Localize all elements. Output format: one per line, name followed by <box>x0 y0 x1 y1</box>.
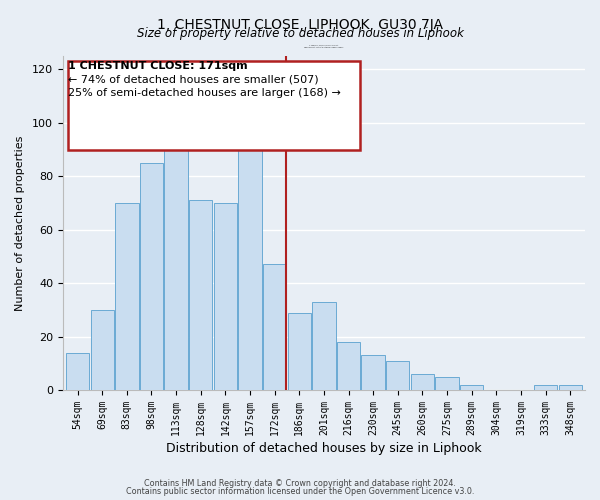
Bar <box>214 203 237 390</box>
Bar <box>189 200 212 390</box>
Bar <box>386 360 409 390</box>
Bar <box>559 384 582 390</box>
Bar <box>287 312 311 390</box>
Text: Contains public sector information licensed under the Open Government Licence v3: Contains public sector information licen… <box>126 487 474 496</box>
Bar <box>411 374 434 390</box>
Title: 1, CHESTNUT CLOSE, LIPHOOK, GU30 7JA
Size of property relative to detached house: 1, CHESTNUT CLOSE, LIPHOOK, GU30 7JA Siz… <box>304 45 344 48</box>
X-axis label: Distribution of detached houses by size in Liphook: Distribution of detached houses by size … <box>166 442 482 455</box>
Text: 1, CHESTNUT CLOSE, LIPHOOK, GU30 7JA: 1, CHESTNUT CLOSE, LIPHOOK, GU30 7JA <box>157 18 443 32</box>
Bar <box>140 163 163 390</box>
Y-axis label: Number of detached properties: Number of detached properties <box>15 136 25 311</box>
Bar <box>238 150 262 390</box>
Bar <box>263 264 286 390</box>
Text: Contains HM Land Registry data © Crown copyright and database right 2024.: Contains HM Land Registry data © Crown c… <box>144 479 456 488</box>
Bar <box>534 384 557 390</box>
Bar <box>436 376 459 390</box>
Text: ← 74% of detached houses are smaller (507)
25% of semi-detached houses are large: ← 74% of detached houses are smaller (50… <box>68 74 341 98</box>
Bar <box>460 384 484 390</box>
Bar <box>361 356 385 390</box>
Bar <box>312 302 335 390</box>
Bar <box>164 147 188 390</box>
Bar <box>115 203 139 390</box>
Bar <box>337 342 360 390</box>
Bar <box>66 352 89 390</box>
Text: Size of property relative to detached houses in Liphook: Size of property relative to detached ho… <box>137 28 463 40</box>
Bar <box>91 310 114 390</box>
Text: 1 CHESTNUT CLOSE: 171sqm: 1 CHESTNUT CLOSE: 171sqm <box>68 61 248 71</box>
FancyBboxPatch shape <box>68 61 361 150</box>
